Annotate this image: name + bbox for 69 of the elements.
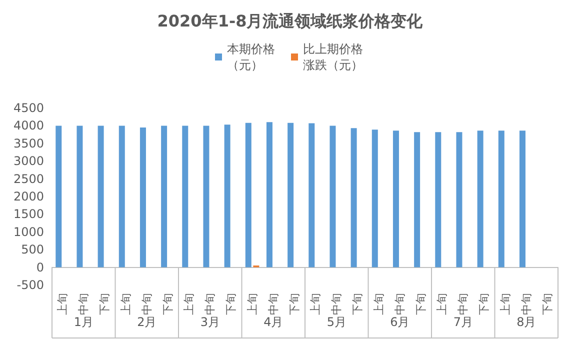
x-tick-label: 下旬 <box>161 293 174 315</box>
bar <box>224 124 230 268</box>
bar <box>477 130 484 268</box>
x-tick-label: 上旬 <box>498 293 512 315</box>
y-tick-label: 500 <box>21 242 44 257</box>
bar <box>140 127 146 268</box>
bar <box>308 123 315 268</box>
bar <box>372 130 378 268</box>
bar <box>456 132 462 268</box>
bar <box>98 126 104 268</box>
y-tick-label: 4000 <box>13 118 44 133</box>
text: 5月 <box>326 315 346 329</box>
y-tick-label: 3000 <box>13 154 44 168</box>
text: 1月 <box>74 315 94 329</box>
legend-label: 本期价格（元） <box>227 42 275 72</box>
bar <box>435 132 442 268</box>
y-tick-label: -500 <box>16 278 44 292</box>
y-tick-label: 2500 <box>13 172 44 186</box>
bar <box>392 130 399 268</box>
bar <box>330 126 336 268</box>
bar <box>414 132 420 268</box>
x-tick-label: 中旬 <box>330 293 344 315</box>
x-tick-label: 上旬 <box>246 293 259 315</box>
x-tick-label: 下旬 <box>98 293 112 315</box>
x-tick-label: 中旬 <box>77 293 90 315</box>
x-tick-label: 下旬 <box>351 293 364 315</box>
x-tick-label: 上旬 <box>182 293 196 315</box>
bar <box>76 126 83 268</box>
bar <box>350 128 357 268</box>
text: 6月 <box>390 315 410 329</box>
bar <box>498 130 504 268</box>
bar <box>519 130 526 268</box>
y-tick-label: 3500 <box>13 136 44 150</box>
y-tick-label: 1500 <box>13 207 44 222</box>
x-tick-label: 上旬 <box>119 293 132 315</box>
x-tick-label: 下旬 <box>414 293 428 315</box>
bar <box>118 126 125 268</box>
bar <box>161 126 168 268</box>
y-tick-label: 4500 <box>13 101 44 115</box>
text: 8月 <box>516 315 536 329</box>
bar <box>182 126 188 268</box>
x-tick-label: 上旬 <box>372 293 386 315</box>
bar <box>288 122 294 268</box>
y-tick-label: 1000 <box>13 224 44 239</box>
text: 7月 <box>453 315 473 329</box>
bar <box>56 126 62 268</box>
y-tick-label: 2000 <box>13 190 44 204</box>
x-tick-label: 下旬 <box>288 293 301 315</box>
chart-title: 2020年1-8月流通领域纸浆价格变化 <box>157 12 424 30</box>
x-tick-label: 中旬 <box>456 293 470 315</box>
text: 4月 <box>264 315 284 329</box>
x-tick-label: 中旬 <box>393 293 406 315</box>
bar <box>266 122 272 268</box>
x-tick-label: 下旬 <box>540 293 554 315</box>
x-tick-label: 下旬 <box>224 293 238 315</box>
text: 2月 <box>137 315 157 329</box>
x-tick-label: 中旬 <box>266 293 280 315</box>
x-tick-label: 中旬 <box>140 293 154 315</box>
x-tick-label: 上旬 <box>309 293 322 315</box>
bar <box>203 126 210 268</box>
x-tick-label: 上旬 <box>436 293 449 315</box>
x-tick-label: 上旬 <box>56 293 70 315</box>
x-tick-label: 中旬 <box>520 293 533 315</box>
x-tick-label: 中旬 <box>204 293 217 315</box>
x-tick-label: 下旬 <box>478 293 491 315</box>
bar <box>245 122 252 268</box>
legend-label: 比上期价格涨跌（元） <box>303 42 363 72</box>
text: 3月 <box>200 315 220 329</box>
y-tick-label: 0 <box>36 260 44 274</box>
